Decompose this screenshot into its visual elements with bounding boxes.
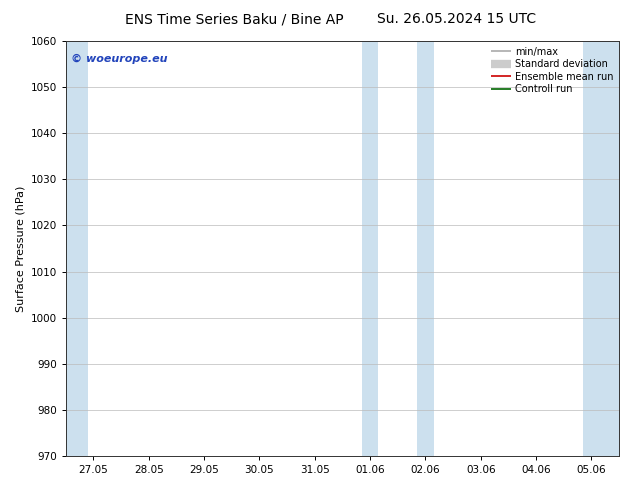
Legend: min/max, Standard deviation, Ensemble mean run, Controll run: min/max, Standard deviation, Ensemble me…: [488, 44, 616, 97]
Text: Su. 26.05.2024 15 UTC: Su. 26.05.2024 15 UTC: [377, 12, 536, 26]
Bar: [362, 41, 378, 456]
Bar: [66, 41, 88, 456]
Y-axis label: Surface Pressure (hPa): Surface Pressure (hPa): [15, 185, 25, 312]
Bar: [417, 41, 434, 456]
Text: ENS Time Series Baku / Bine AP: ENS Time Series Baku / Bine AP: [126, 12, 344, 26]
Bar: [583, 41, 600, 456]
Bar: [600, 41, 619, 456]
Text: © woeurope.eu: © woeurope.eu: [72, 53, 168, 64]
